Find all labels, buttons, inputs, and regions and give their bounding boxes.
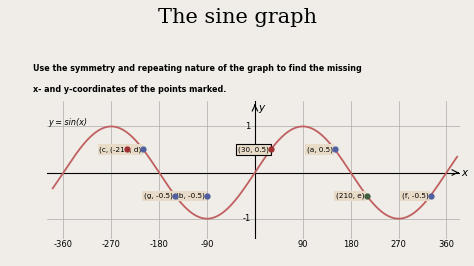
Text: 1: 1 — [246, 122, 251, 131]
Text: (b, -0.5): (b, -0.5) — [176, 192, 205, 199]
Text: (30, 0.5): (30, 0.5) — [238, 146, 269, 153]
Text: The sine graph: The sine graph — [157, 8, 317, 27]
Text: y: y — [258, 103, 264, 113]
Text: -360: -360 — [54, 240, 73, 249]
Text: y = sin(x): y = sin(x) — [48, 118, 88, 127]
Text: -90: -90 — [201, 240, 214, 249]
Text: (a, 0.5): (a, 0.5) — [307, 146, 333, 153]
Text: 90: 90 — [298, 240, 308, 249]
Text: -1: -1 — [242, 214, 251, 223]
Text: Use the symmetry and repeating nature of the graph to find the missing: Use the symmetry and repeating nature of… — [33, 64, 362, 73]
Text: 270: 270 — [391, 240, 407, 249]
Text: -270: -270 — [102, 240, 121, 249]
Text: x- and y-coordinates of the points marked.: x- and y-coordinates of the points marke… — [33, 85, 227, 94]
Text: (-210, d): (-210, d) — [110, 146, 141, 153]
Text: -180: -180 — [150, 240, 169, 249]
Text: x: x — [461, 168, 467, 177]
Text: (f, -0.5): (f, -0.5) — [401, 192, 428, 199]
Text: (210, e): (210, e) — [336, 192, 365, 199]
Text: 180: 180 — [343, 240, 359, 249]
Text: 360: 360 — [438, 240, 455, 249]
Text: (c, 0.5): (c, 0.5) — [100, 146, 125, 153]
Text: (g, -0.5): (g, -0.5) — [144, 192, 173, 199]
